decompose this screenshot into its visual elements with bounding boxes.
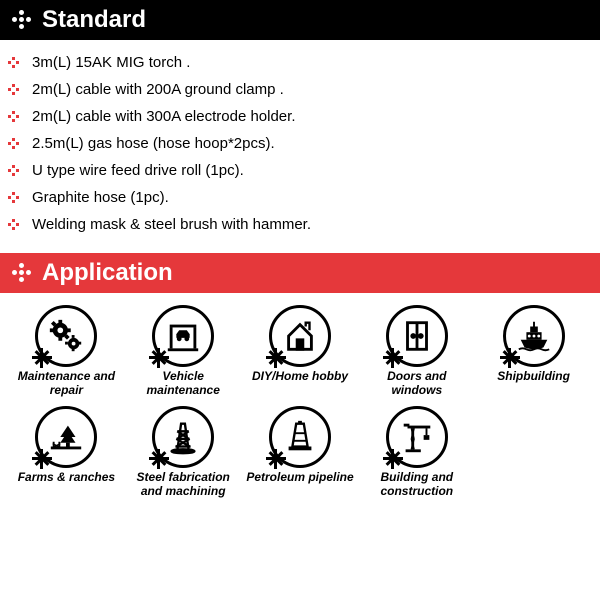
app-circle xyxy=(269,305,331,367)
app-label: Doors and windows xyxy=(360,369,473,398)
list-item: 2m(L) cable with 200A ground clamp . xyxy=(8,81,592,98)
bullet-icon xyxy=(8,84,20,96)
item-text: Graphite hose (1pc). xyxy=(32,189,169,206)
app-item-petroleum: Petroleum pipeline xyxy=(244,406,357,499)
bullet-icon xyxy=(8,192,20,204)
app-item-diy: DIY/Home hobby xyxy=(244,305,357,398)
standard-title: Standard xyxy=(42,6,146,34)
app-label: Farms & ranches xyxy=(10,470,123,484)
app-label: Building and construction xyxy=(360,470,473,499)
app-circle xyxy=(35,305,97,367)
list-item: 3m(L) 15AK MIG torch . xyxy=(8,54,592,71)
app-label: Shipbuilding xyxy=(477,369,590,383)
bullet-icon xyxy=(8,111,20,123)
gears-icon xyxy=(47,317,85,355)
application-header: Application xyxy=(0,253,600,293)
house-icon xyxy=(281,317,319,355)
app-label: Petroleum pipeline xyxy=(244,470,357,484)
app-circle xyxy=(35,406,97,468)
app-item-doors: Doors and windows xyxy=(360,305,473,398)
app-circle xyxy=(152,406,214,468)
ship-icon xyxy=(515,317,553,355)
spark-badge-icon xyxy=(266,449,286,469)
spark-badge-icon xyxy=(383,449,403,469)
item-text: U type wire feed drive roll (1pc). xyxy=(32,162,244,179)
item-text: 2m(L) cable with 300A electrode holder. xyxy=(32,108,296,125)
app-label: Steel fabrication and machining xyxy=(127,470,240,499)
app-circle xyxy=(269,406,331,468)
list-item: 2m(L) cable with 300A electrode holder. xyxy=(8,108,592,125)
door-icon xyxy=(398,317,436,355)
crane-icon xyxy=(398,418,436,456)
plus-dots-icon xyxy=(12,263,32,283)
app-item-steel: Steel fabrication and machining xyxy=(127,406,240,499)
app-circle xyxy=(503,305,565,367)
list-item: U type wire feed drive roll (1pc). xyxy=(8,162,592,179)
plus-dots-icon xyxy=(12,10,32,30)
spark-badge-icon xyxy=(383,348,403,368)
app-circle xyxy=(386,305,448,367)
spark-badge-icon xyxy=(32,449,52,469)
steel-tower-icon xyxy=(164,418,202,456)
spark-badge-icon xyxy=(500,348,520,368)
list-item: 2.5m(L) gas hose (hose hoop*2pcs). xyxy=(8,135,592,152)
farm-icon xyxy=(47,418,85,456)
bullet-icon xyxy=(8,138,20,150)
spark-badge-icon xyxy=(149,449,169,469)
bullet-icon xyxy=(8,165,20,177)
item-text: Welding mask & steel brush with hammer. xyxy=(32,216,311,233)
app-item-vehicle: Vehicle maintenance xyxy=(127,305,240,398)
bullet-icon xyxy=(8,219,20,231)
app-item-farms: Farms & ranches xyxy=(10,406,123,499)
app-item-building: Building and construction xyxy=(360,406,473,499)
app-circle xyxy=(386,406,448,468)
app-label: Maintenance and repair xyxy=(10,369,123,398)
application-grid: Maintenance and repair Vehicle maintenan… xyxy=(0,293,600,511)
app-label: DIY/Home hobby xyxy=(244,369,357,383)
standard-header: Standard xyxy=(0,0,600,40)
app-item-ship: Shipbuilding xyxy=(477,305,590,398)
spark-badge-icon xyxy=(149,348,169,368)
bullet-icon xyxy=(8,57,20,69)
standard-list: 3m(L) 15AK MIG torch . 2m(L) cable with … xyxy=(0,40,600,249)
app-item-maintenance: Maintenance and repair xyxy=(10,305,123,398)
spark-badge-icon xyxy=(266,348,286,368)
item-text: 2.5m(L) gas hose (hose hoop*2pcs). xyxy=(32,135,275,152)
app-label: Vehicle maintenance xyxy=(127,369,240,398)
oil-rig-icon xyxy=(281,418,319,456)
list-item: Welding mask & steel brush with hammer. xyxy=(8,216,592,233)
item-text: 3m(L) 15AK MIG torch . xyxy=(32,54,190,71)
item-text: 2m(L) cable with 200A ground clamp . xyxy=(32,81,284,98)
list-item: Graphite hose (1pc). xyxy=(8,189,592,206)
spark-badge-icon xyxy=(32,348,52,368)
app-circle xyxy=(152,305,214,367)
car-lift-icon xyxy=(164,317,202,355)
application-title: Application xyxy=(42,259,173,287)
